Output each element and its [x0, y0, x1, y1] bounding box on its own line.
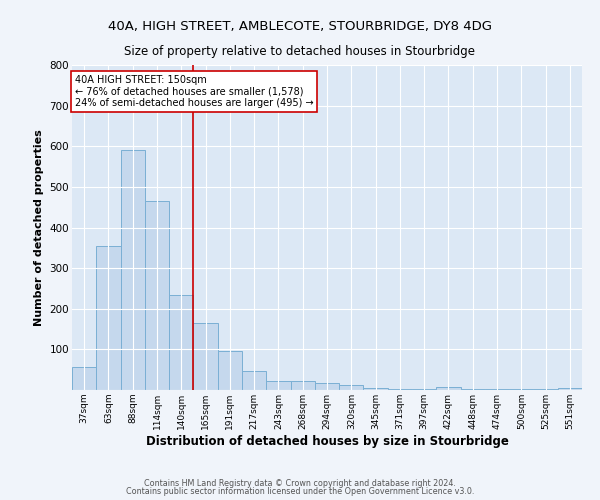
Text: 40A HIGH STREET: 150sqm
← 76% of detached houses are smaller (1,578)
24% of semi: 40A HIGH STREET: 150sqm ← 76% of detache… [74, 74, 313, 108]
Bar [169, 294, 193, 390]
Bar [461, 389, 485, 390]
Bar [145, 201, 169, 390]
Bar [436, 387, 461, 390]
Bar [242, 370, 266, 390]
Text: Size of property relative to detached houses in Stourbridge: Size of property relative to detached ho… [125, 45, 476, 58]
Bar [96, 246, 121, 390]
Bar [364, 388, 388, 390]
Bar [290, 382, 315, 390]
Bar [72, 367, 96, 390]
Bar [193, 323, 218, 390]
Bar [558, 388, 582, 390]
Text: 40A, HIGH STREET, AMBLECOTE, STOURBRIDGE, DY8 4DG: 40A, HIGH STREET, AMBLECOTE, STOURBRIDGE… [108, 20, 492, 33]
Bar [339, 384, 364, 390]
X-axis label: Distribution of detached houses by size in Stourbridge: Distribution of detached houses by size … [146, 434, 508, 448]
Bar [388, 389, 412, 390]
Text: Contains HM Land Registry data © Crown copyright and database right 2024.: Contains HM Land Registry data © Crown c… [144, 478, 456, 488]
Bar [485, 389, 509, 390]
Bar [218, 352, 242, 390]
Bar [266, 381, 290, 390]
Bar [315, 382, 339, 390]
Y-axis label: Number of detached properties: Number of detached properties [34, 129, 44, 326]
Bar [509, 389, 533, 390]
Bar [533, 389, 558, 390]
Text: Contains public sector information licensed under the Open Government Licence v3: Contains public sector information licen… [126, 487, 474, 496]
Bar [412, 389, 436, 390]
Bar [121, 150, 145, 390]
